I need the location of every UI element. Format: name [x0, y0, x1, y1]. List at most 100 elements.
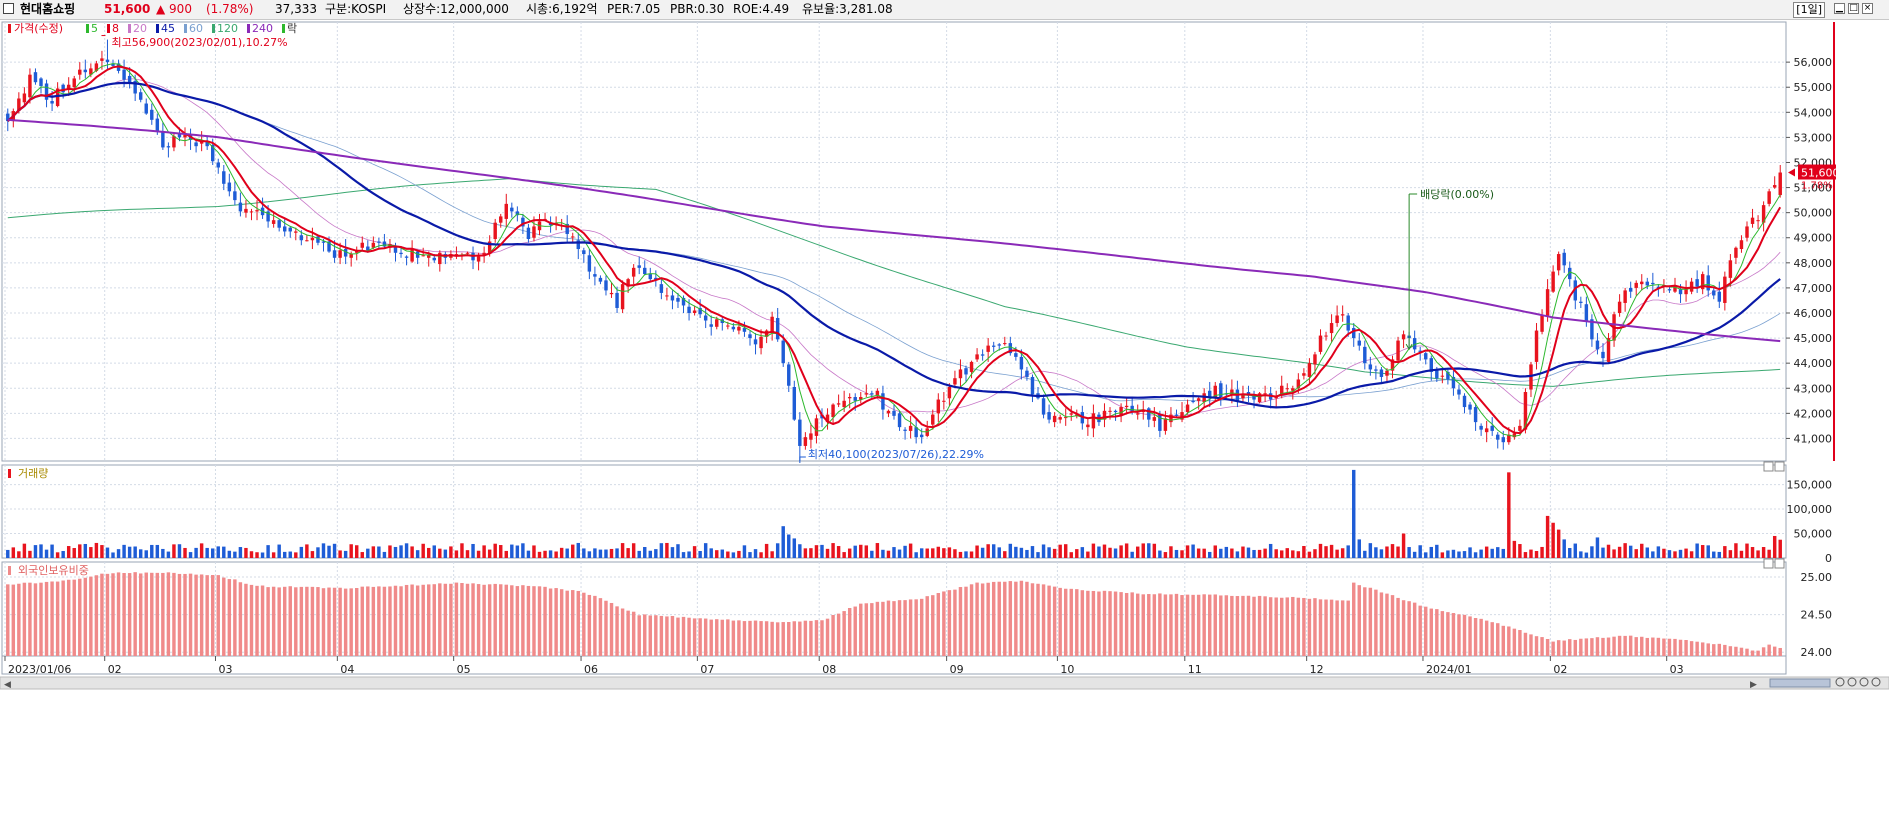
- volume-bar: [327, 545, 331, 558]
- volume-bar: [1473, 552, 1478, 558]
- foreign-bar: [515, 586, 520, 656]
- candle-body: [1628, 287, 1633, 292]
- candle: [1540, 309, 1544, 335]
- volume-bar: [1041, 544, 1046, 558]
- volume-bar: [1756, 550, 1760, 558]
- candle-body: [1052, 415, 1057, 423]
- candle-body: [366, 246, 370, 251]
- candle-body: [864, 393, 869, 395]
- candle-body: [831, 404, 835, 418]
- candle: [825, 408, 830, 430]
- candle: [598, 275, 603, 285]
- candle-body: [410, 249, 414, 262]
- candle: [969, 360, 974, 379]
- foreign-bar: [886, 600, 891, 656]
- candle-body: [222, 171, 226, 184]
- volume-bar: [1030, 546, 1035, 558]
- candle-body: [842, 400, 846, 408]
- candle: [1313, 351, 1317, 375]
- candle-body: [609, 292, 614, 295]
- foreign-bar: [144, 572, 148, 656]
- candle: [1041, 394, 1046, 419]
- volume-bar: [55, 552, 60, 558]
- volume-bar: [1501, 548, 1506, 558]
- foreign-bar: [1113, 591, 1118, 656]
- foreign-bar: [404, 584, 409, 656]
- candle: [1302, 368, 1306, 380]
- trade-volume: 37,333: [275, 2, 317, 16]
- candle-body: [1623, 290, 1627, 303]
- foreign-bar: [1268, 597, 1273, 656]
- foreign-bar: [1063, 588, 1068, 656]
- volume-bar: [183, 547, 187, 558]
- foreign-bar: [249, 584, 254, 656]
- volume-bar: [332, 543, 337, 558]
- foreign-bar: [1108, 591, 1112, 656]
- candle-body: [870, 393, 874, 395]
- candle-body: [526, 227, 531, 239]
- candle: [643, 260, 647, 276]
- zoom-reset-icon: [1859, 677, 1869, 687]
- foreign-bar: [1523, 632, 1528, 656]
- last-price-label: 51,600: [1801, 167, 1840, 180]
- volume-bar: [587, 551, 592, 558]
- volume-bar: [1196, 548, 1201, 558]
- candle: [781, 334, 785, 367]
- close-icon[interactable]: ×: [1862, 3, 1873, 14]
- volume-bar: [1363, 550, 1367, 558]
- candle-body: [1058, 417, 1062, 420]
- volume-bar: [1529, 549, 1533, 558]
- volume-bar: [919, 548, 924, 558]
- ma120-line: [7, 177, 1781, 387]
- candle-body: [133, 80, 137, 94]
- candle: [1700, 271, 1705, 295]
- foreign-bar: [1163, 594, 1168, 656]
- stock-chart[interactable]: 41,000 42,000 43,000 44,000 45,000 46,000 47,0…: [0, 20, 1889, 826]
- foreign-bar: [1147, 594, 1151, 656]
- candle-body: [986, 345, 990, 352]
- foreign-bar: [227, 579, 232, 656]
- foreign-bar: [360, 586, 364, 656]
- ma60-line: [7, 82, 1781, 402]
- volume-bar: [421, 543, 425, 558]
- foreign-bar: [1540, 637, 1544, 656]
- volume-bar: [1003, 551, 1007, 558]
- period-selector[interactable]: [1일]: [1793, 2, 1825, 18]
- candle-body: [210, 144, 215, 162]
- select-checkbox[interactable]: [3, 3, 14, 14]
- maximize-icon[interactable]: □: [1848, 3, 1859, 14]
- volume-bar: [947, 547, 952, 558]
- volume-bar: [1379, 549, 1384, 558]
- foreign-bar: [1579, 638, 1583, 656]
- volume-bar: [1579, 551, 1583, 558]
- candle-body: [1534, 330, 1539, 362]
- candle-body: [1651, 282, 1655, 285]
- stock-name[interactable]: 현대홈쇼핑: [20, 2, 76, 16]
- foreign-bar: [1562, 640, 1566, 656]
- candle-body: [731, 326, 736, 330]
- volume-bar: [875, 543, 880, 558]
- candle-body: [22, 93, 27, 103]
- foreign-bar: [809, 620, 813, 656]
- foreign-bar: [859, 603, 863, 656]
- foreign-bar: [482, 584, 486, 656]
- candle: [648, 267, 653, 282]
- foreign-bar: [781, 622, 785, 656]
- candle: [1778, 164, 1782, 198]
- candle-body: [332, 250, 337, 258]
- volume-bar: [388, 545, 392, 558]
- foreign-bar: [1761, 647, 1766, 656]
- volume-bar: [227, 550, 232, 558]
- candle-body: [1318, 335, 1323, 352]
- foreign-bar: [1041, 584, 1046, 656]
- foreign-bar: [1213, 594, 1217, 656]
- foreign-bar: [598, 598, 603, 656]
- volume-bar: [576, 542, 580, 558]
- volume-bar: [814, 545, 819, 558]
- volume-bar: [1163, 552, 1168, 558]
- foreign-bar: [1401, 600, 1406, 656]
- minimize-icon[interactable]: ▁: [1834, 3, 1845, 14]
- volume-bar: [593, 548, 597, 558]
- volume-bar: [1573, 543, 1578, 558]
- volume-bar: [39, 544, 43, 558]
